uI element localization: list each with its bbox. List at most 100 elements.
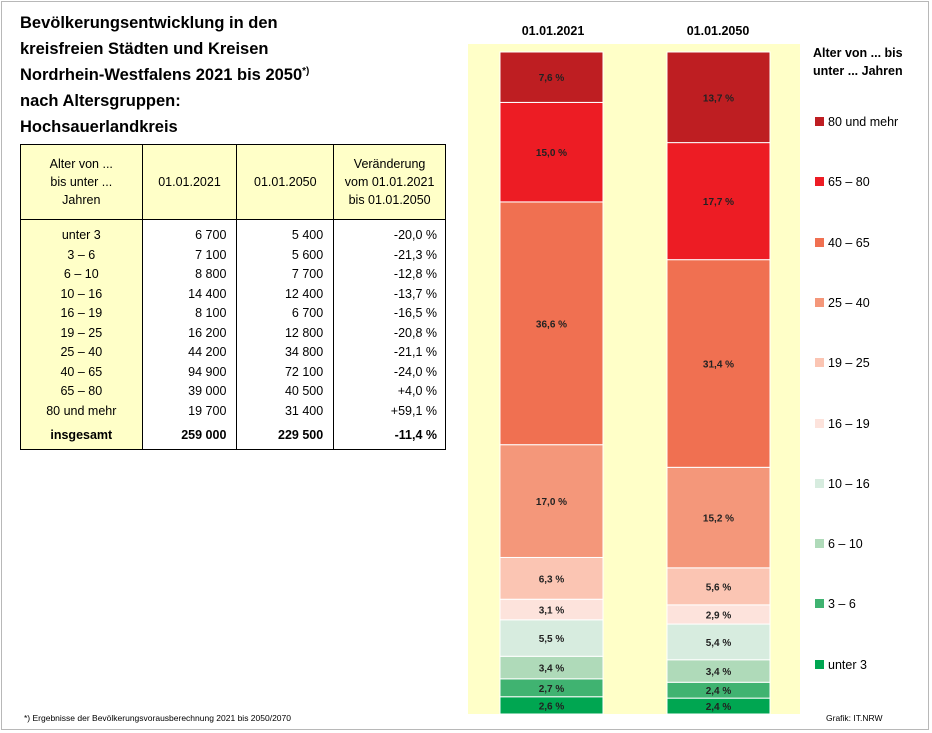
cell-age-group: 10 – 16	[20, 284, 143, 304]
cell-age-group: 80 und mehr	[20, 401, 143, 421]
data-label: 15,0 %	[536, 148, 567, 159]
legend-label: 19 – 25	[828, 356, 870, 371]
cell-age-group: 16 – 19	[20, 304, 143, 324]
table-total-row: insgesamt 259 000 229 500 -11,4 %	[20, 421, 446, 450]
title-footnote-mark: *)	[302, 66, 310, 77]
cell-2021: 7 100	[141, 245, 238, 265]
bar-segment	[499, 619, 604, 657]
legend-label: 6 – 10	[828, 537, 863, 552]
cell-change: -20,8 %	[333, 323, 446, 343]
legend-title: Alter von ... bis unter ... Jahren	[813, 46, 903, 78]
legend-item: 10 – 16	[815, 477, 870, 491]
cell-2021: 44 200	[141, 343, 238, 363]
data-label: 2,7 %	[539, 684, 565, 695]
table-row: 19 – 25 16 200 12 800 -20,8 %	[20, 323, 446, 343]
data-label: 3,1 %	[539, 606, 565, 617]
data-label: 17,7 %	[703, 197, 734, 208]
header-age-group: Alter von ... bis unter ... Jahren	[20, 144, 143, 220]
cell-age-group: insgesamt	[20, 421, 143, 450]
cell-2050: 12 800	[236, 323, 335, 343]
table-row: 6 – 10 8 800 7 700 -12,8 %	[20, 265, 446, 285]
bar-segment	[666, 466, 771, 569]
cell-change: -24,0 %	[333, 362, 446, 382]
cell-2021: 8 100	[141, 304, 238, 324]
legend-swatch	[815, 237, 824, 247]
table-header-row: Alter von ... bis unter ... Jahren 01.01…	[20, 144, 446, 220]
legend-item: 3 – 6	[815, 597, 856, 611]
cell-2050: 5 400	[236, 219, 335, 246]
population-table: Alter von ... bis unter ... Jahren 01.01…	[20, 144, 446, 450]
cell-change: -13,7 %	[333, 284, 446, 304]
cell-2050: 229 500	[236, 421, 335, 450]
cell-age-group: unter 3	[20, 219, 143, 246]
cell-2021: 19 700	[141, 401, 238, 421]
cell-2021: 39 000	[141, 382, 238, 402]
title-line: Hochsauerlandkreis	[20, 118, 178, 136]
cell-change: -20,0 %	[333, 219, 446, 246]
legend-swatch	[815, 117, 824, 126]
data-label: 2,9 %	[706, 610, 732, 621]
legend-item: unter 3	[815, 658, 867, 672]
column-header-2050: 01.01.2050	[686, 24, 750, 38]
legend-item: 80 und mehr	[815, 115, 898, 129]
table-row: 80 und mehr 19 700 31 400 +59,1 %	[20, 401, 446, 421]
title-line: nach Altersgruppen:	[20, 92, 181, 110]
data-label: 5,4 %	[706, 638, 732, 649]
cell-age-group: 40 – 65	[20, 362, 143, 382]
data-label: 31,4 %	[703, 359, 734, 370]
bar-segment	[499, 556, 604, 600]
legend-label: 65 – 80	[828, 175, 870, 190]
cell-2050: 34 800	[236, 343, 335, 363]
bar-segment	[666, 142, 771, 261]
legend-label: 80 und mehr	[828, 115, 899, 129]
legend-item: 40 – 65	[815, 236, 870, 250]
data-label: 2,6 %	[539, 701, 565, 712]
cell-change: -21,1 %	[333, 343, 446, 363]
data-label: 5,6 %	[706, 582, 732, 593]
bar-segment	[499, 201, 604, 446]
cell-2050: 31 400	[236, 401, 335, 421]
table-row: 40 – 65 94 900 72 100 -24,0 %	[20, 362, 446, 382]
legend-swatch	[815, 659, 824, 669]
bar-segment	[666, 259, 771, 468]
bar-segment	[666, 51, 771, 144]
cell-change: -12,8 %	[333, 265, 446, 285]
cell-change: -11,4 %	[333, 421, 446, 450]
cell-2050: 5 600	[236, 245, 335, 265]
cell-change: -21,3 %	[333, 245, 446, 265]
header-change: Veränderung vom 01.01.2021 bis 01.01.205…	[333, 144, 446, 220]
legend-swatch	[815, 297, 824, 307]
table-row: 16 – 19 8 100 6 700 -16,5 %	[20, 304, 446, 324]
data-label: 36,6 %	[536, 319, 567, 330]
legend-swatch	[815, 177, 824, 187]
legend-label: 3 – 6	[828, 597, 856, 612]
cell-2021: 259 000	[141, 421, 238, 450]
cell-2021: 16 200	[141, 323, 238, 343]
title-line-text: Nordrhein-Westfalens 2021 bis 2050	[20, 66, 303, 84]
cell-2021: 94 900	[141, 362, 238, 382]
cell-2021: 14 400	[141, 284, 238, 304]
cell-change: +59,1 %	[333, 401, 446, 421]
bar-segment	[499, 101, 604, 203]
data-label: 6,3 %	[539, 574, 565, 585]
legend-label: 10 – 16	[828, 476, 870, 491]
cell-2021: 8 800	[141, 265, 238, 285]
cell-2050: 40 500	[236, 382, 335, 402]
title-line: kreisfreien Städten und Kreisen	[20, 40, 269, 58]
data-label: 7,6 %	[539, 73, 565, 84]
data-label: 3,4 %	[539, 664, 565, 675]
cell-2050: 72 100	[236, 362, 335, 382]
bar-segment	[666, 623, 771, 661]
legend-item: 6 – 10	[815, 537, 863, 551]
data-label: 15,2 %	[703, 514, 734, 525]
footnote: *) Ergebnisse der Bevölkerungsvorausbere…	[24, 713, 291, 723]
legend-swatch	[815, 599, 824, 609]
cell-change: -16,5 %	[333, 304, 446, 324]
cell-age-group: 25 – 40	[20, 343, 143, 363]
legend-item: 25 – 40	[815, 296, 870, 310]
bar-segment	[499, 51, 604, 103]
